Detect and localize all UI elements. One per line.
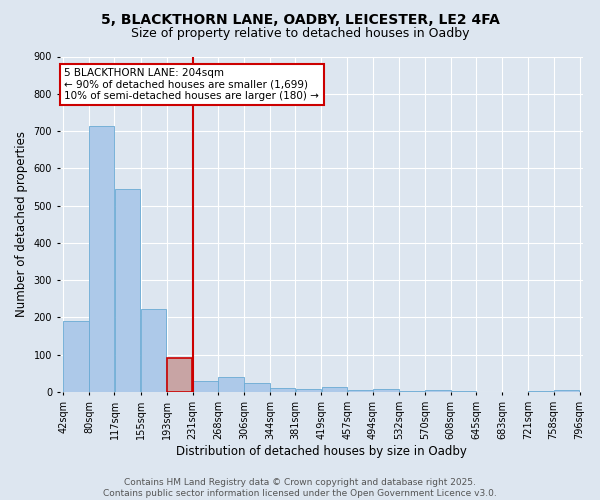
Bar <box>529 391 553 392</box>
Bar <box>451 391 476 392</box>
Bar <box>167 358 193 392</box>
Bar <box>373 389 398 392</box>
Bar <box>140 309 166 392</box>
Bar <box>244 382 270 392</box>
Bar <box>399 391 425 392</box>
Bar <box>63 321 89 392</box>
Text: 5 BLACKTHORN LANE: 204sqm
← 90% of detached houses are smaller (1,699)
10% of se: 5 BLACKTHORN LANE: 204sqm ← 90% of detac… <box>64 68 319 101</box>
Bar <box>193 380 218 392</box>
Bar <box>347 390 373 392</box>
Bar <box>270 388 295 392</box>
Y-axis label: Number of detached properties: Number of detached properties <box>15 131 28 317</box>
Text: Size of property relative to detached houses in Oadby: Size of property relative to detached ho… <box>131 28 469 40</box>
Text: 5, BLACKTHORN LANE, OADBY, LEICESTER, LE2 4FA: 5, BLACKTHORN LANE, OADBY, LEICESTER, LE… <box>101 12 499 26</box>
Text: Contains HM Land Registry data © Crown copyright and database right 2025.
Contai: Contains HM Land Registry data © Crown c… <box>103 478 497 498</box>
Bar <box>89 126 115 392</box>
Bar <box>425 390 451 392</box>
Bar <box>296 389 321 392</box>
Bar <box>218 377 244 392</box>
Bar <box>554 390 580 392</box>
Bar <box>115 189 140 392</box>
Bar <box>322 388 347 392</box>
X-axis label: Distribution of detached houses by size in Oadby: Distribution of detached houses by size … <box>176 444 467 458</box>
